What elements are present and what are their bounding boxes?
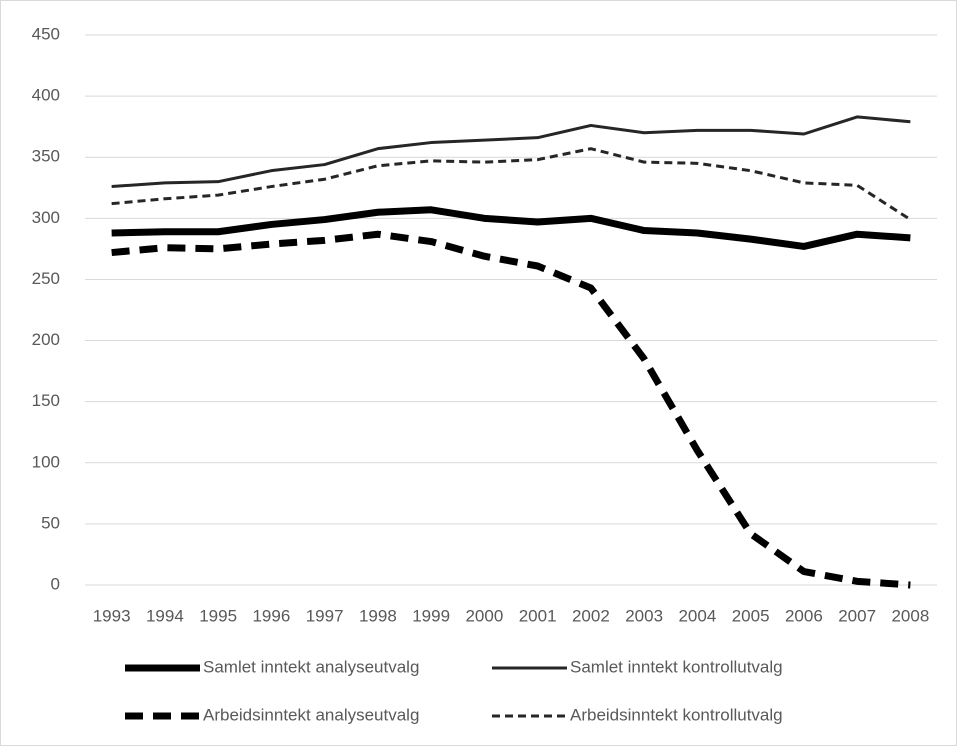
- x-tick-label: 1993: [93, 606, 131, 625]
- legend-label: Arbeidsinntekt analyseutvalg: [203, 705, 419, 724]
- y-tick-label: 300: [32, 208, 60, 227]
- y-tick-label: 200: [32, 330, 60, 349]
- y-tick-label: 450: [32, 24, 60, 43]
- x-tick-label: 2001: [519, 606, 557, 625]
- y-tick-label: 350: [32, 147, 60, 166]
- legend-label: Samlet inntekt kontrollutvalg: [570, 657, 783, 676]
- x-tick-label: 1995: [199, 606, 237, 625]
- x-tick-label: 2008: [891, 606, 929, 625]
- x-tick-label: 1997: [306, 606, 344, 625]
- y-tick-label: 400: [32, 86, 60, 105]
- y-tick-label: 150: [32, 391, 60, 410]
- x-tick-label: 2002: [572, 606, 610, 625]
- y-tick-label: 100: [32, 452, 60, 471]
- y-tick-label: 50: [41, 513, 60, 532]
- x-tick-label: 2006: [785, 606, 823, 625]
- line-series: [111, 206, 911, 250]
- x-tick-label: 2000: [465, 606, 503, 625]
- x-tick-label: 1998: [359, 606, 397, 625]
- y-tick-label: 250: [32, 269, 60, 288]
- line-series: [111, 147, 912, 221]
- line-series: [111, 115, 911, 189]
- legend-label: Arbeidsinntekt kontrollutvalg: [570, 705, 783, 724]
- line-series: [111, 230, 911, 589]
- legend-label: Samlet inntekt analyseutvalg: [203, 657, 419, 676]
- x-tick-label: 2005: [732, 606, 770, 625]
- x-tick-label: 2004: [678, 606, 716, 625]
- y-tick-label: 0: [51, 574, 60, 593]
- x-tick-label: 1994: [146, 606, 184, 625]
- x-tick-label: 1996: [252, 606, 290, 625]
- x-tick-label: 1999: [412, 606, 450, 625]
- x-tick-label: 2007: [838, 606, 876, 625]
- x-tick-label: 2003: [625, 606, 663, 625]
